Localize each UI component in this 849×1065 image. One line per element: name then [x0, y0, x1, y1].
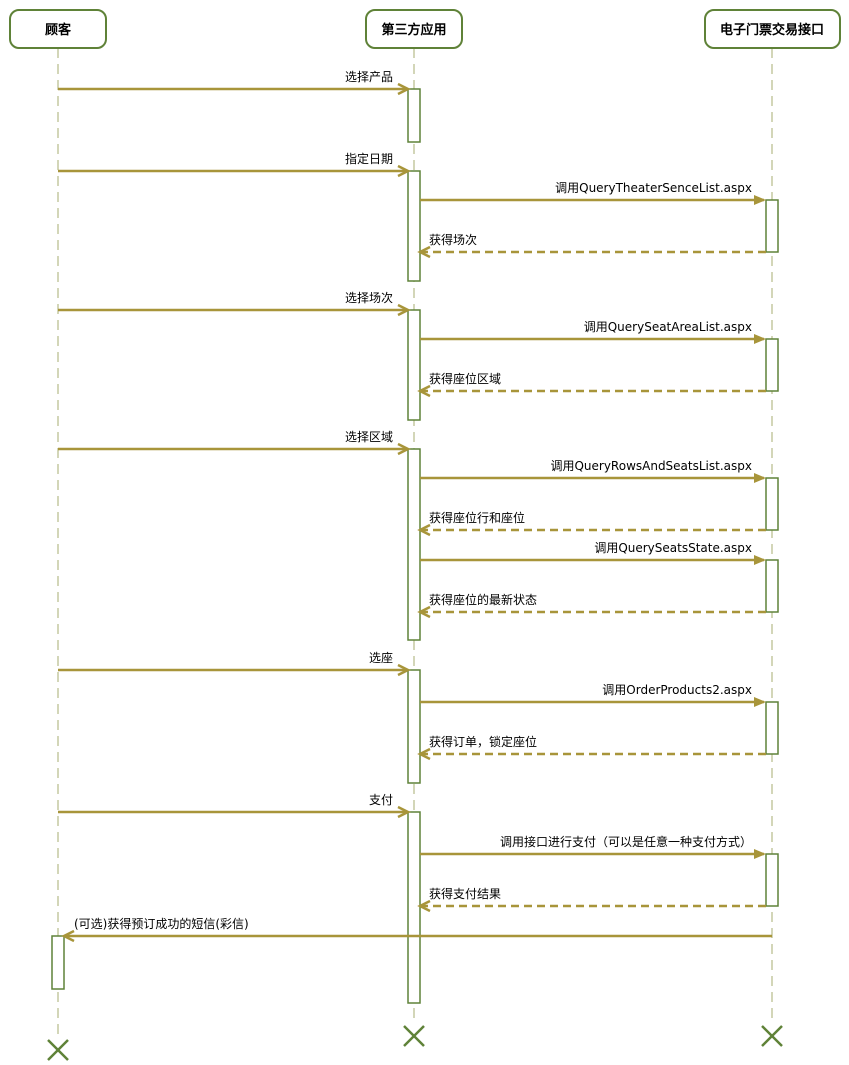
message-label: 调用QueryTheaterSenceList.aspx — [555, 181, 752, 195]
message-label: 获得座位区域 — [429, 371, 501, 386]
message-arrow: 调用QuerySeatsState.aspx — [420, 541, 766, 565]
destroy-x-icon — [403, 1025, 425, 1047]
participant-header: 第三方应用 — [365, 9, 463, 49]
message-arrow: 调用OrderProducts2.aspx — [420, 683, 766, 707]
message-label: 选择场次 — [345, 291, 393, 305]
arrowhead-open-icon — [397, 164, 411, 178]
message-arrow: 获得支付结果 — [417, 886, 766, 913]
destroy-stroke — [47, 1039, 69, 1061]
message-label: 选择产品 — [345, 70, 393, 84]
message-arrow: 调用QueryTheaterSenceList.aspx — [420, 181, 766, 205]
participant-name: 电子门票交易接口 — [720, 22, 824, 38]
message-arrow: 获得订单，锁定座位 — [417, 734, 766, 761]
participant-box — [9, 9, 107, 49]
message-label: 调用QuerySeatAreaList.aspx — [584, 320, 752, 334]
arrowhead-open-icon — [397, 442, 411, 456]
arrowhead-open-icon — [397, 303, 411, 317]
message-label: 获得支付结果 — [429, 886, 501, 901]
arrowhead-filled-icon — [754, 195, 766, 205]
message-label: 调用OrderProducts2.aspx — [602, 683, 752, 697]
arrowhead-open-icon — [417, 747, 431, 761]
message-label: 支付 — [369, 793, 393, 807]
activation-bar — [407, 170, 421, 282]
arrowhead-filled-icon — [754, 849, 766, 859]
message-arrow: 调用接口进行支付（可以是任意一种支付方式） — [420, 834, 766, 859]
arrowhead-open-icon — [397, 663, 411, 677]
message-label: 调用QueryRowsAndSeatsList.aspx — [550, 459, 752, 473]
activation-bar — [765, 559, 779, 613]
arrowhead-open-icon — [61, 929, 75, 943]
message-label: 获得座位的最新状态 — [429, 592, 537, 607]
activation-bar — [765, 701, 779, 755]
participant-box — [365, 9, 463, 49]
arrowhead-filled-icon — [754, 334, 766, 344]
participant-name: 顾客 — [45, 22, 72, 38]
message-arrow: (可选)获得预订成功的短信(彩信) — [61, 916, 772, 943]
arrowhead-open-icon — [397, 805, 411, 819]
destroy-stroke — [403, 1025, 425, 1047]
message-label: 获得订单，锁定座位 — [429, 734, 537, 749]
activation-bar — [765, 338, 779, 392]
message-label: 指定日期 — [345, 151, 393, 166]
arrowhead-filled-icon — [754, 473, 766, 483]
arrowhead-filled-icon — [754, 697, 766, 707]
activation-bar — [407, 88, 421, 143]
message-arrow: 选择场次 — [58, 291, 411, 317]
message-arrow: 调用QuerySeatAreaList.aspx — [420, 320, 766, 344]
message-arrow: 获得座位区域 — [417, 371, 766, 398]
arrowhead-filled-icon — [754, 555, 766, 565]
arrowhead-open-icon — [417, 899, 431, 913]
activation-bar — [765, 477, 779, 531]
message-arrow: 获得座位的最新状态 — [417, 592, 766, 619]
message-arrow: 选座 — [58, 650, 411, 677]
destroy-x-icon — [47, 1039, 69, 1061]
message-label: 选座 — [369, 650, 393, 665]
message-label: 调用接口进行支付（可以是任意一种支付方式） — [500, 834, 752, 849]
message-arrow: 指定日期 — [58, 151, 411, 178]
message-arrow: 选择产品 — [58, 70, 411, 96]
arrowhead-open-icon — [417, 523, 431, 537]
destroy-x-icon — [761, 1025, 783, 1047]
activation-bar — [407, 669, 421, 784]
message-arrow: 获得座位行和座位 — [417, 510, 766, 537]
message-label: (可选)获得预订成功的短信(彩信) — [74, 916, 249, 931]
message-arrow: 选择区域 — [58, 430, 411, 456]
activation-bar — [51, 935, 65, 990]
participant-name: 第三方应用 — [381, 22, 446, 38]
message-arrow: 调用QueryRowsAndSeatsList.aspx — [420, 459, 766, 483]
activation-bar — [407, 811, 421, 1004]
message-label: 调用QuerySeatsState.aspx — [594, 541, 752, 555]
arrowhead-open-icon — [417, 245, 431, 259]
arrowhead-open-icon — [397, 82, 411, 96]
message-label: 选择区域 — [345, 430, 393, 444]
participant-header: 顾客 — [9, 9, 107, 49]
message-label: 获得场次 — [429, 232, 477, 247]
participant-box — [704, 9, 841, 49]
activation-bar — [407, 309, 421, 421]
destroy-stroke — [761, 1025, 783, 1047]
message-arrow: 支付 — [58, 793, 411, 819]
arrowhead-open-icon — [417, 384, 431, 398]
participant-header: 电子门票交易接口 — [704, 9, 841, 49]
message-label: 获得座位行和座位 — [429, 510, 525, 525]
arrowhead-open-icon — [417, 605, 431, 619]
activation-bar — [407, 448, 421, 641]
message-arrow: 获得场次 — [417, 232, 766, 259]
activation-bar — [765, 199, 779, 253]
activation-bar — [765, 853, 779, 907]
